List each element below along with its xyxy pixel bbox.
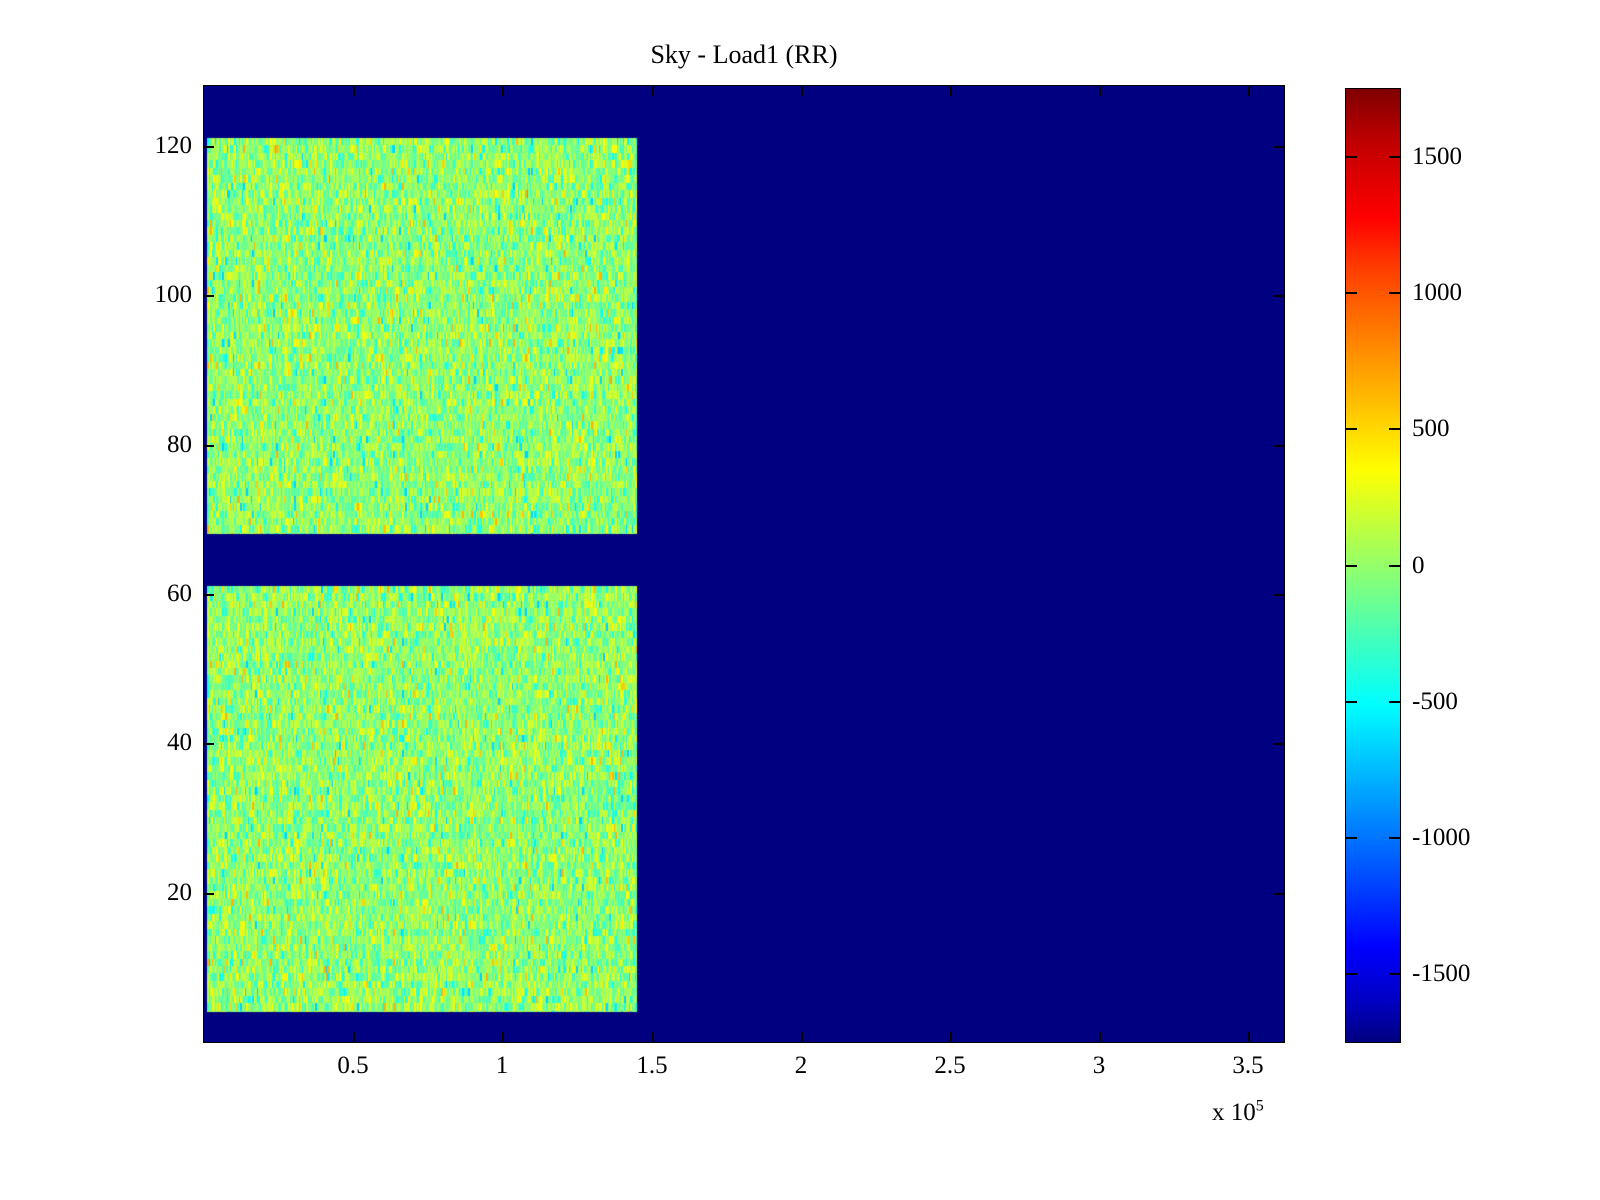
y-axis-tick-20 bbox=[203, 893, 214, 895]
y-axis-tick-40 bbox=[203, 743, 214, 745]
colorbar-tick-500 bbox=[1346, 428, 1357, 430]
y-axis-tick-right-120 bbox=[1274, 146, 1285, 148]
colorbar-tick-right-0 bbox=[1389, 565, 1400, 567]
y-axis-tick-right-60 bbox=[1274, 594, 1285, 596]
x-axis-tick-label: 0.5 bbox=[337, 1052, 369, 1079]
colorbar-tick--500 bbox=[1346, 701, 1357, 703]
x-axis-exponent-power: 5 bbox=[1255, 1097, 1264, 1115]
y-axis-tick-label: 100 bbox=[154, 281, 193, 308]
colorbar-tick-label: -500 bbox=[1412, 688, 1458, 715]
x-axis-tick-label: 3.5 bbox=[1232, 1052, 1264, 1079]
colorbar-tick-1000 bbox=[1346, 292, 1357, 294]
colorbar-tick-right--500 bbox=[1389, 701, 1400, 703]
x-axis-tick-top-1.5 bbox=[652, 85, 654, 96]
colorbar-tick-label: 0 bbox=[1412, 552, 1425, 579]
x-axis-tick-top-2.5 bbox=[950, 85, 952, 96]
y-axis-tick-label: 40 bbox=[167, 729, 192, 756]
colorbar-tick-label: -1000 bbox=[1412, 824, 1471, 851]
colorbar-tick-right-1000 bbox=[1389, 292, 1400, 294]
colorbar-tick-0 bbox=[1346, 565, 1357, 567]
x-axis-tick-top-0.5 bbox=[353, 85, 355, 96]
y-axis-tick-label: 80 bbox=[167, 431, 192, 458]
colorbar-tick--1000 bbox=[1346, 837, 1357, 839]
y-axis-tick-right-80 bbox=[1274, 445, 1285, 447]
x-axis-tick-0.5 bbox=[353, 1032, 355, 1043]
x-axis-tick-top-3.5 bbox=[1248, 85, 1250, 96]
x-axis-tick-top-2 bbox=[801, 85, 803, 96]
x-axis-tick-1 bbox=[502, 1032, 504, 1043]
colorbar-tick-label: -1500 bbox=[1412, 960, 1471, 987]
heatmap-image bbox=[204, 86, 1284, 1042]
heatmap-axes bbox=[203, 85, 1285, 1043]
x-axis-tick-label: 1.5 bbox=[636, 1052, 668, 1079]
x-axis-tick-label: 3 bbox=[1092, 1052, 1106, 1079]
y-axis-tick-label: 120 bbox=[154, 132, 193, 159]
y-axis-tick-label: 20 bbox=[167, 879, 192, 906]
x-axis-tick-2 bbox=[801, 1032, 803, 1043]
colorbar-tick--1500 bbox=[1346, 973, 1357, 975]
colorbar-tick-label: 1000 bbox=[1412, 279, 1462, 306]
colorbar-tick-label: 1500 bbox=[1412, 143, 1462, 170]
colorbar-tick-right-500 bbox=[1389, 428, 1400, 430]
x-axis-tick-top-3 bbox=[1099, 85, 1101, 96]
x-axis-tick-3 bbox=[1099, 1032, 1101, 1043]
colorbar bbox=[1345, 88, 1401, 1043]
x-axis-tick-1.5 bbox=[652, 1032, 654, 1043]
x-axis-tick-label: 1 bbox=[495, 1052, 509, 1079]
x-axis-tick-label: 2 bbox=[794, 1052, 808, 1079]
y-axis-tick-right-20 bbox=[1274, 893, 1285, 895]
y-axis-tick-100 bbox=[203, 295, 214, 297]
y-axis-tick-80 bbox=[203, 445, 214, 447]
colorbar-tick-1500 bbox=[1346, 156, 1357, 158]
x-axis-tick-label: 2.5 bbox=[934, 1052, 966, 1079]
y-axis-tick-label: 60 bbox=[167, 580, 192, 607]
colorbar-tick-right-1500 bbox=[1389, 156, 1400, 158]
y-axis-tick-60 bbox=[203, 594, 214, 596]
y-axis-tick-right-100 bbox=[1274, 295, 1285, 297]
page-title: Sky - Load1 (RR) bbox=[650, 40, 838, 69]
colorbar-tick-label: 500 bbox=[1412, 415, 1450, 442]
x-axis-tick-top-1 bbox=[502, 85, 504, 96]
y-axis-tick-right-40 bbox=[1274, 743, 1285, 745]
y-axis-tick-120 bbox=[203, 146, 214, 148]
colorbar-tick-right--1500 bbox=[1389, 973, 1400, 975]
x-axis-tick-2.5 bbox=[950, 1032, 952, 1043]
x-axis-exponent-label: x 105 bbox=[1212, 1097, 1264, 1126]
colorbar-tick-right--1000 bbox=[1389, 837, 1400, 839]
x-axis-tick-3.5 bbox=[1248, 1032, 1250, 1043]
